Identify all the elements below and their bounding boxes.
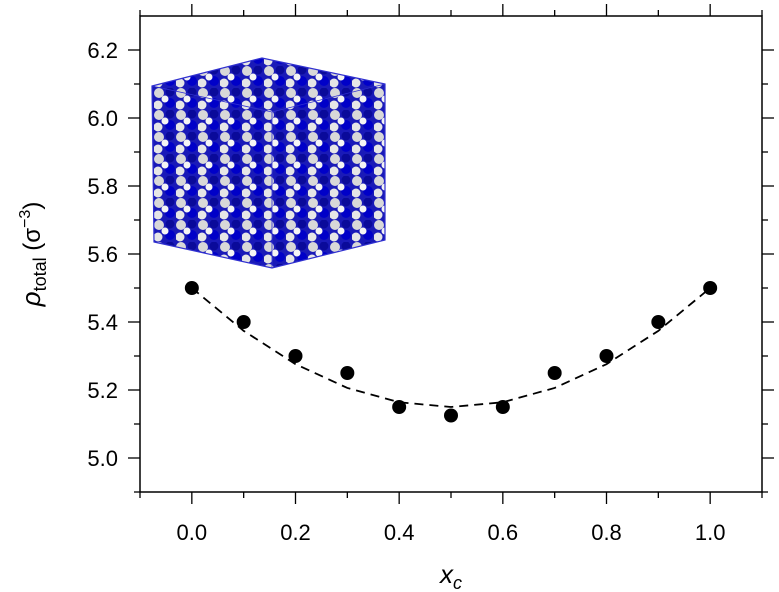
y-tick-label: 5.0	[87, 446, 118, 471]
y-axis-label: ρtotal (σ−3)	[16, 202, 50, 308]
x-tick-label: 0.6	[488, 520, 519, 545]
y-tick-label: 5.6	[87, 242, 118, 267]
data-point	[547, 366, 562, 380]
y-tick-label: 6.0	[87, 106, 118, 131]
x-tick-label: 0.8	[591, 520, 622, 545]
data-point	[651, 315, 666, 329]
inset-simulation-box	[151, 57, 386, 269]
y-tick-label: 5.4	[87, 310, 118, 335]
data-point	[184, 281, 199, 295]
x-tick-label: 0.0	[177, 520, 208, 545]
y-tick-label: 5.2	[87, 378, 118, 403]
y-tick-label: 6.2	[87, 38, 118, 63]
data-point	[495, 400, 510, 414]
x-axis-label: xc	[438, 559, 462, 592]
x-tick-label: 0.2	[280, 520, 311, 545]
fit-curve	[191, 287, 711, 408]
x-tick-label: 0.4	[384, 520, 415, 545]
data-point	[340, 366, 355, 380]
data-point	[288, 349, 303, 363]
data-point	[703, 281, 718, 295]
x-tick-label: 1.0	[695, 520, 726, 545]
data-point	[599, 349, 614, 363]
data-point	[392, 400, 407, 414]
y-tick-label: 5.8	[87, 174, 118, 199]
data-point	[236, 315, 251, 329]
data-point	[444, 408, 458, 423]
